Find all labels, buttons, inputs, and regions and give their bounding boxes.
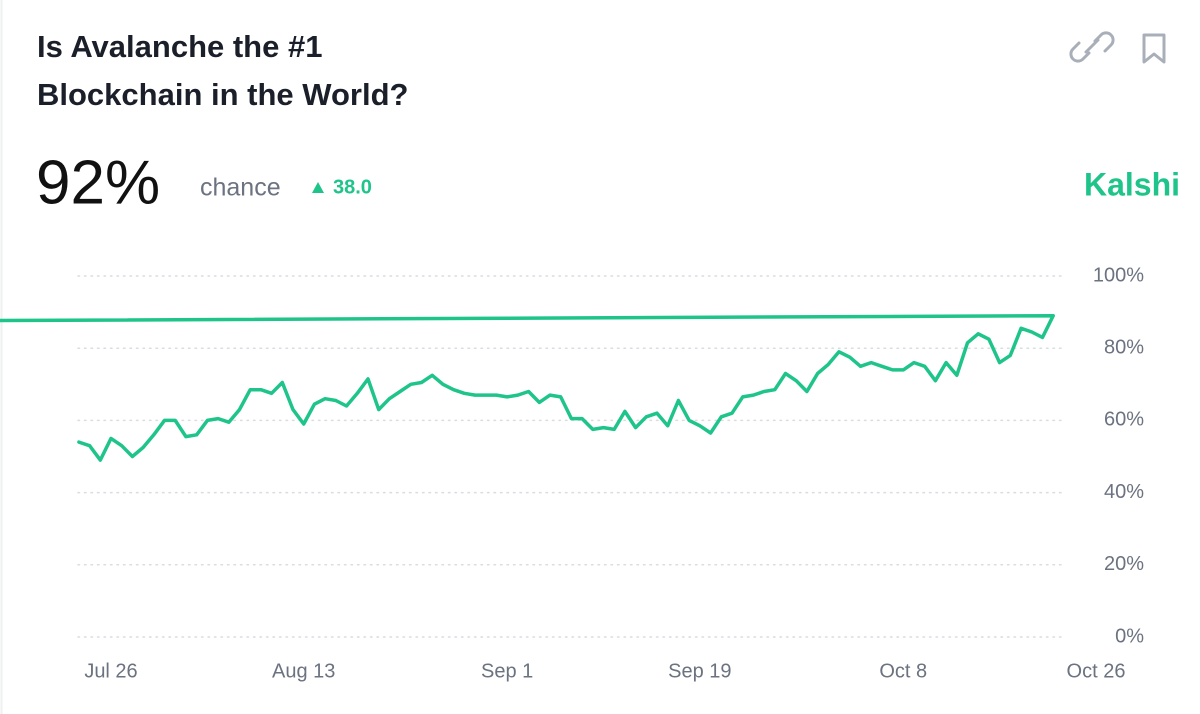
change-value: 38.0 [333, 176, 372, 198]
link-icon-part [1093, 31, 1115, 53]
link-icon-part [1084, 38, 1100, 54]
x-tick-label: Sep 1 [481, 660, 533, 682]
x-tick-label: Oct 26 [1067, 660, 1126, 682]
y-tick-label: 0% [1115, 625, 1144, 647]
x-tick-label: Jul 26 [84, 660, 137, 682]
chance-label: chance [200, 174, 281, 202]
x-tick-label: Aug 13 [272, 660, 335, 682]
change-arrow [312, 182, 324, 193]
y-tick-label: 40% [1104, 481, 1144, 503]
y-tick-label: 60% [1104, 409, 1144, 431]
y-tick-label: 20% [1104, 553, 1144, 575]
x-tick-label: Sep 19 [668, 660, 731, 682]
x-tick-label: Oct 8 [879, 660, 927, 682]
link-icon[interactable] [1069, 31, 1115, 63]
bookmark-icon[interactable] [1142, 33, 1166, 64]
title-line: Blockchain in the World? [37, 77, 408, 112]
link-icon-part [1069, 41, 1091, 63]
brand-logo: Kalshi [1084, 166, 1180, 202]
current-chance: 92% [36, 148, 160, 217]
y-tick-label: 100% [1093, 264, 1144, 286]
price-line [0, 313, 1055, 462]
title-line: Is Avalanche the #1 [37, 29, 322, 64]
y-tick-label: 80% [1104, 336, 1144, 358]
